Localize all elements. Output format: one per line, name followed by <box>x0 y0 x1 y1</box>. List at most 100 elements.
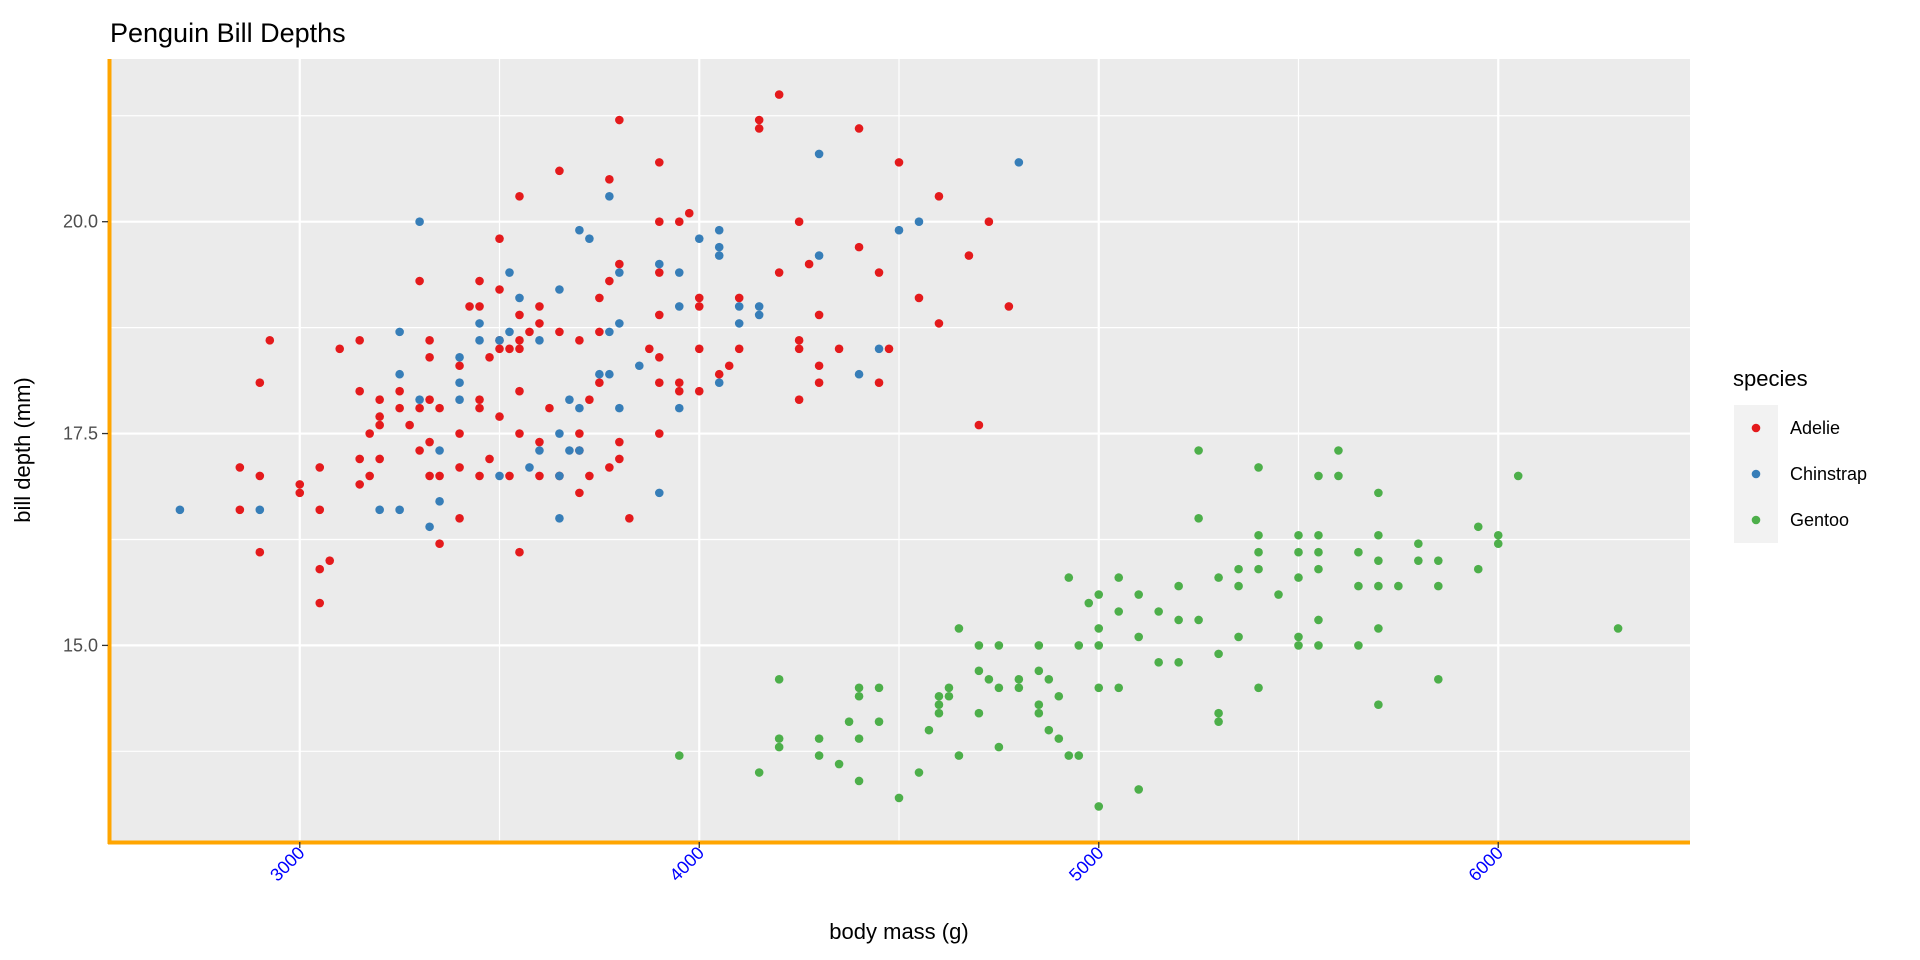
series-chinstrap <box>175 149 1024 532</box>
data-point-adelie <box>475 276 484 286</box>
data-point-adelie <box>535 437 544 447</box>
data-point-adelie <box>375 454 384 464</box>
data-point-chinstrap <box>585 234 594 243</box>
data-point-adelie <box>515 310 524 320</box>
data-point-gentoo <box>1054 734 1064 743</box>
data-point-gentoo <box>1014 674 1024 684</box>
data-point-gentoo <box>1154 607 1163 616</box>
data-point-chinstrap <box>1014 158 1024 167</box>
data-point-adelie <box>615 115 624 125</box>
data-point-gentoo <box>1374 700 1383 710</box>
data-point-chinstrap <box>565 395 574 404</box>
data-point-adelie <box>235 505 245 515</box>
data-point-adelie <box>495 412 504 421</box>
data-point-adelie <box>1004 302 1014 311</box>
data-point-chinstrap <box>674 302 684 311</box>
data-point-gentoo <box>874 717 884 726</box>
data-point-adelie <box>315 598 325 608</box>
data-point-chinstrap <box>475 336 484 345</box>
data-point-gentoo <box>1513 471 1523 481</box>
data-point-gentoo <box>1314 530 1323 540</box>
data-point-adelie <box>974 420 984 430</box>
data-point-gentoo <box>994 742 1004 752</box>
data-point-gentoo <box>1294 573 1303 582</box>
data-point-chinstrap <box>854 369 864 379</box>
data-point-gentoo <box>1354 641 1363 650</box>
data-point-gentoo <box>1154 658 1163 667</box>
data-point-chinstrap <box>555 471 564 481</box>
data-point-adelie <box>674 217 684 227</box>
data-point-gentoo <box>1354 547 1363 557</box>
data-point-gentoo <box>1034 708 1044 718</box>
data-point-gentoo <box>1214 573 1223 582</box>
data-point-adelie <box>605 463 614 472</box>
data-point-adelie <box>525 327 534 337</box>
data-point-chinstrap <box>714 225 724 235</box>
data-point-adelie <box>295 488 305 498</box>
data-point-chinstrap <box>734 302 744 311</box>
data-point-gentoo <box>1374 556 1383 565</box>
x-tick-label: 3000 <box>266 843 308 885</box>
data-point-adelie <box>425 471 434 481</box>
data-point-gentoo <box>1254 547 1263 557</box>
data-point-adelie <box>255 547 265 557</box>
data-point-adelie <box>495 344 504 354</box>
data-point-adelie <box>475 395 484 404</box>
legend-label: Chinstrap <box>1790 464 1867 484</box>
data-point-adelie <box>535 471 544 481</box>
data-point-chinstrap <box>605 327 614 337</box>
data-point-adelie <box>375 420 384 430</box>
data-point-adelie <box>355 386 364 396</box>
data-point-chinstrap <box>655 488 664 498</box>
data-point-adelie <box>455 513 464 523</box>
data-point-gentoo <box>954 751 964 760</box>
data-point-chinstrap <box>615 268 624 277</box>
data-point-adelie <box>934 319 944 328</box>
data-point-gentoo <box>1493 539 1503 549</box>
data-point-adelie <box>545 403 554 413</box>
data-point-adelie <box>375 395 384 404</box>
data-point-gentoo <box>1294 530 1303 540</box>
data-point-adelie <box>774 268 784 277</box>
data-point-adelie <box>295 480 305 489</box>
data-point-gentoo <box>854 734 864 743</box>
data-point-adelie <box>625 513 634 523</box>
data-point-adelie <box>365 429 374 438</box>
data-point-chinstrap <box>495 336 504 345</box>
data-point-chinstrap <box>535 336 544 345</box>
data-point-gentoo <box>954 624 964 633</box>
data-point-adelie <box>355 454 364 464</box>
data-point-adelie <box>515 191 524 201</box>
data-point-adelie <box>655 217 664 227</box>
data-point-chinstrap <box>595 369 604 379</box>
data-point-gentoo <box>1214 717 1223 726</box>
data-point-adelie <box>405 420 414 430</box>
data-point-chinstrap <box>455 378 464 388</box>
data-point-adelie <box>255 471 265 481</box>
legend-key-gentoo <box>1751 515 1761 525</box>
data-point-gentoo <box>1174 581 1183 591</box>
data-point-gentoo <box>944 691 954 701</box>
x-tick-label: 5000 <box>1065 843 1107 885</box>
data-point-chinstrap <box>395 369 404 379</box>
data-point-adelie <box>984 217 994 227</box>
data-point-adelie <box>355 336 364 345</box>
data-point-chinstrap <box>814 251 824 260</box>
data-point-adelie <box>235 463 245 472</box>
data-point-adelie <box>555 166 564 176</box>
data-point-gentoo <box>814 751 824 760</box>
data-point-gentoo <box>1014 683 1024 693</box>
data-point-gentoo <box>894 793 904 803</box>
x-tick-label: 4000 <box>666 843 708 885</box>
data-point-adelie <box>575 336 584 345</box>
data-point-gentoo <box>1074 641 1084 650</box>
data-point-gentoo <box>1174 658 1183 667</box>
data-point-adelie <box>714 369 724 379</box>
data-point-adelie <box>694 344 704 354</box>
data-point-adelie <box>814 361 824 371</box>
legend: species Adelie Chinstrap Gentoo <box>1733 366 1867 543</box>
data-point-chinstrap <box>894 225 904 235</box>
chart-title: Penguin Bill Depths <box>110 18 346 48</box>
data-point-gentoo <box>1194 513 1203 523</box>
data-point-adelie <box>595 293 604 303</box>
